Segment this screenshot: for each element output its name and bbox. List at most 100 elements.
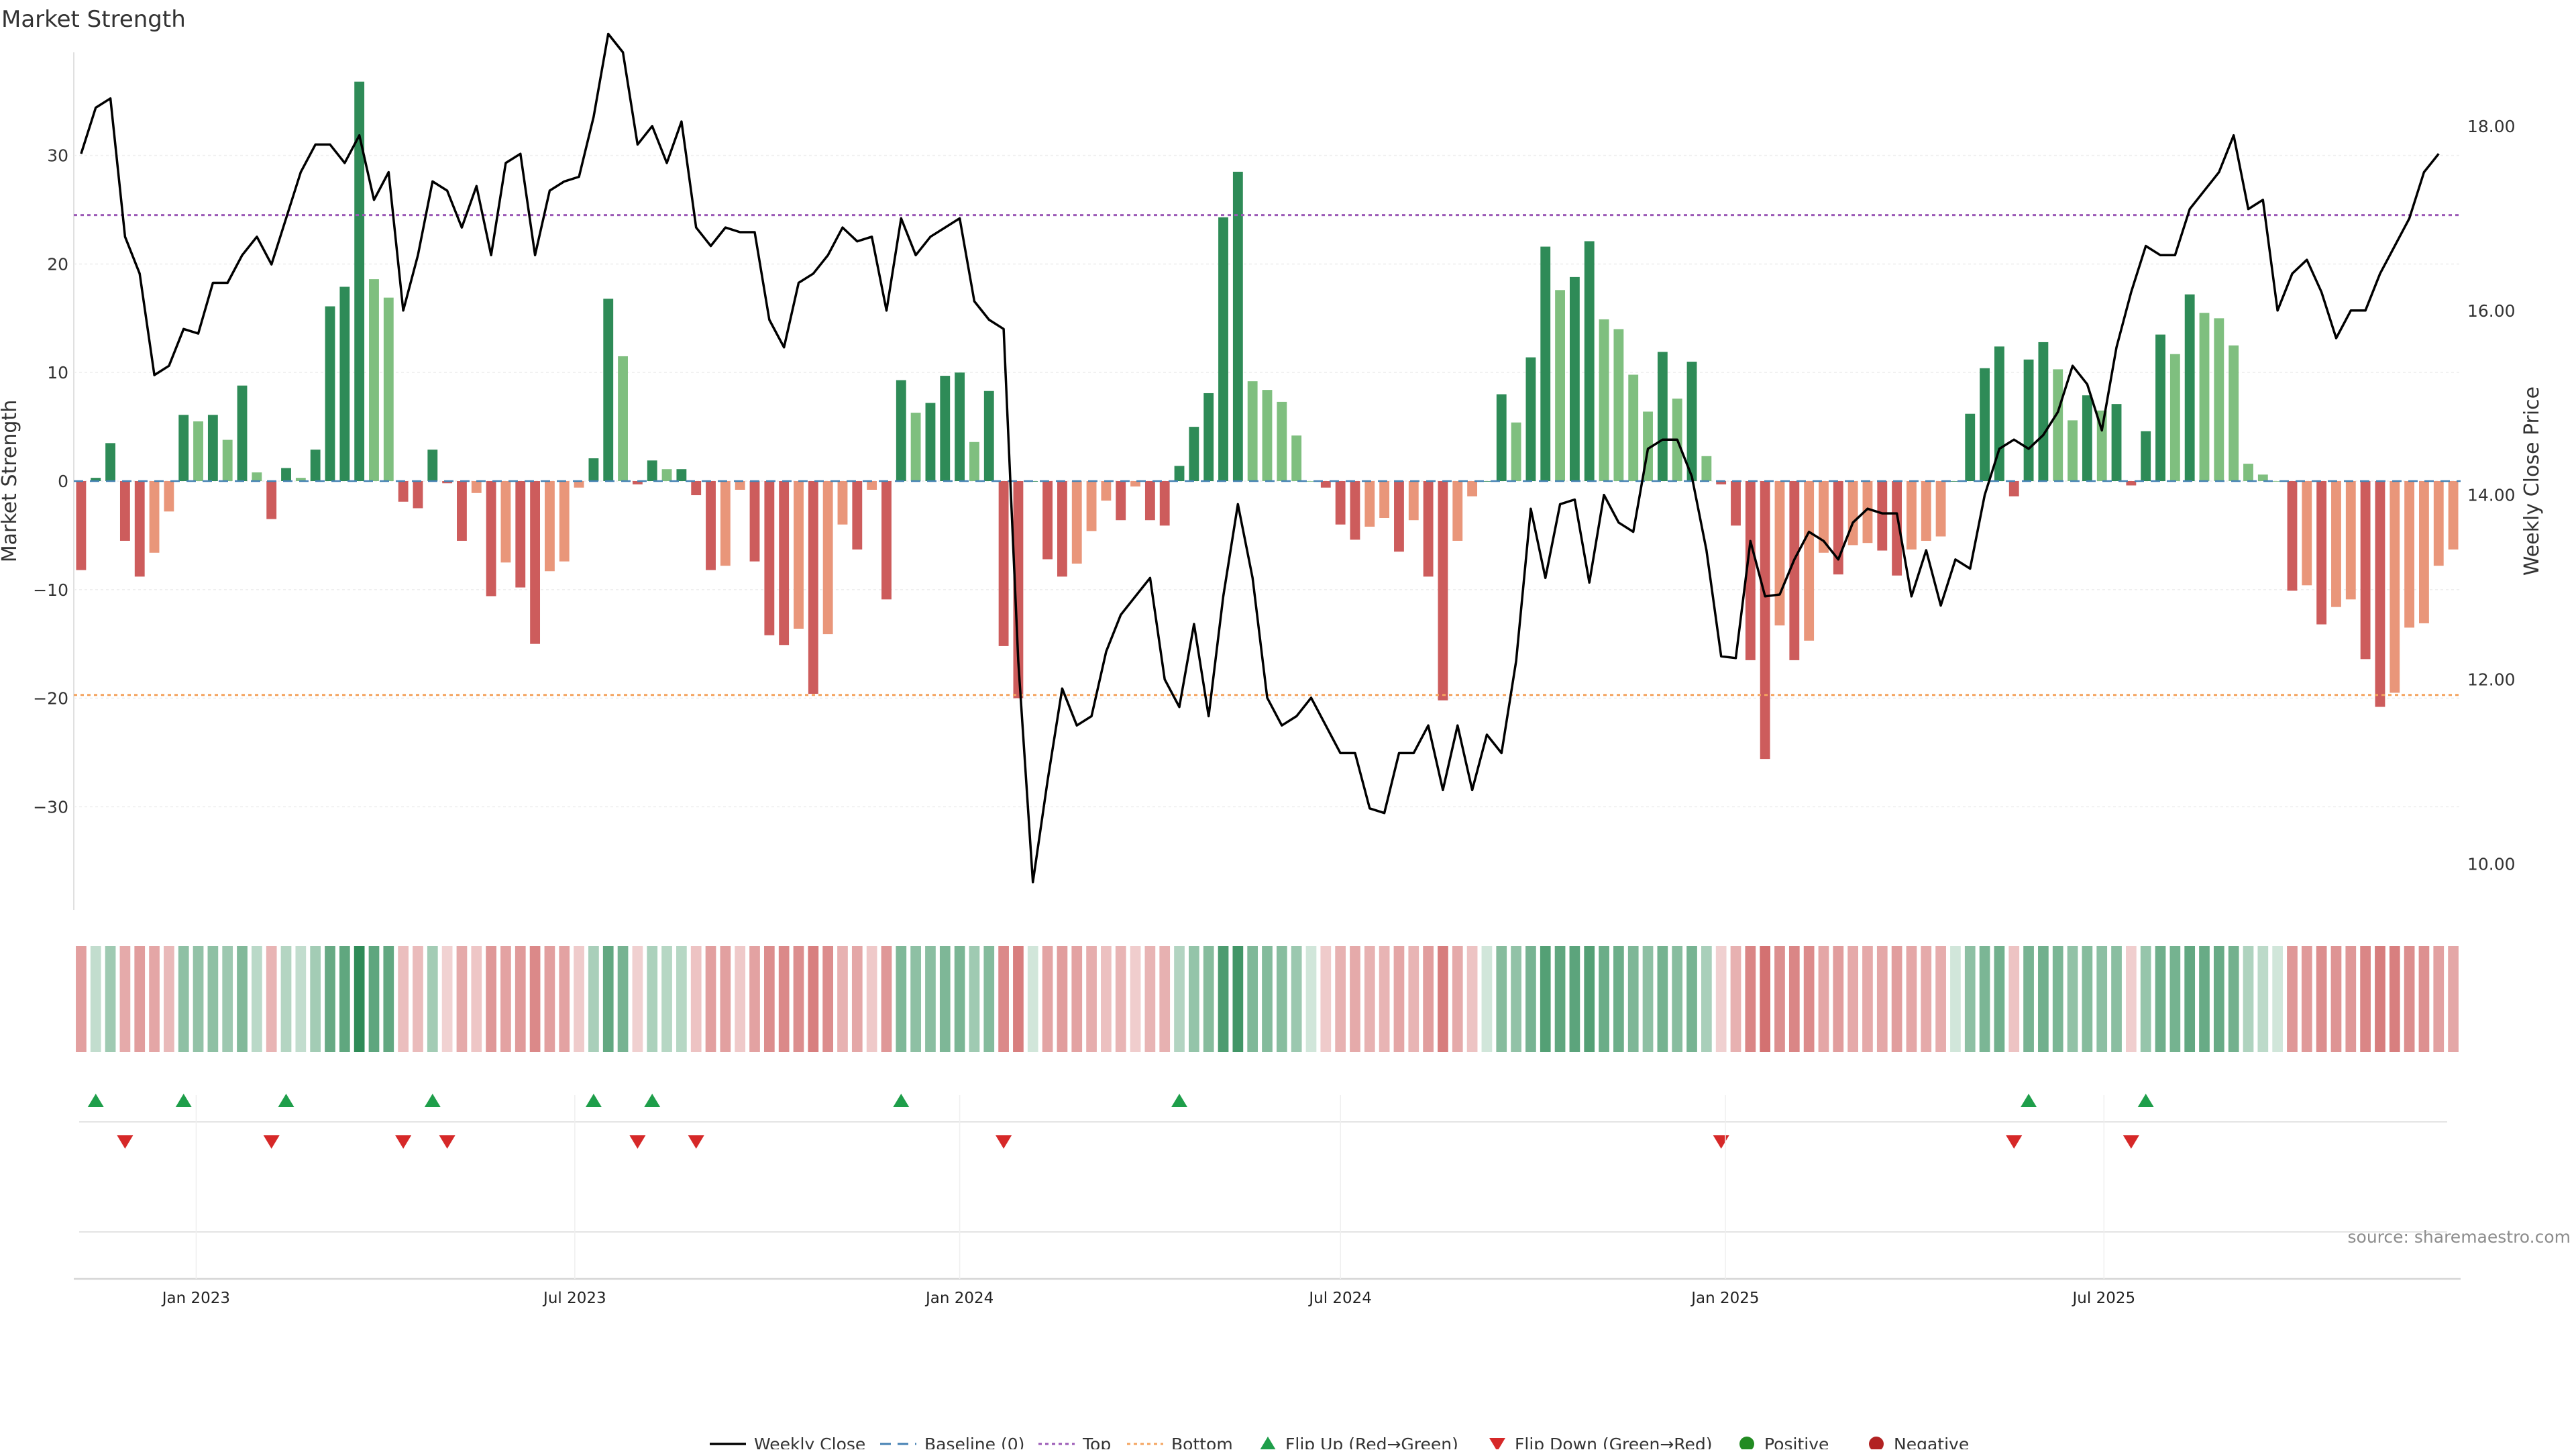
heat-cell — [1276, 946, 1287, 1052]
strength-bar — [1774, 481, 1785, 626]
heat-cell — [1291, 946, 1302, 1052]
heat-cell — [1335, 946, 1346, 1052]
heat-cell — [1218, 946, 1229, 1052]
heat-cell — [676, 946, 687, 1052]
strength-bar — [354, 81, 365, 482]
strength-bar — [1907, 481, 1917, 550]
strength-bar — [105, 443, 115, 481]
strength-bar — [2023, 359, 2034, 481]
heat-cell — [896, 946, 907, 1052]
strength-bar — [2141, 431, 2151, 481]
strength-bar — [1525, 357, 1536, 481]
heat-cell — [105, 946, 116, 1052]
heat-cell — [1393, 946, 1405, 1052]
strength-bar — [1731, 481, 1741, 526]
strength-bar — [1950, 481, 1961, 482]
heat-cell — [441, 946, 453, 1052]
heat-cell — [822, 946, 834, 1052]
legend: Weekly Close Baseline (0) Top Bottom Flip Up… — [710, 1435, 1969, 1452]
y-tick-label: 30 — [47, 146, 68, 166]
heat-cell — [398, 946, 409, 1052]
x-tick-label: Jan 2024 — [924, 1290, 994, 1307]
heat-cell — [866, 946, 877, 1052]
heat-cell — [1086, 946, 1097, 1052]
strength-bar — [1482, 481, 1492, 482]
strength-bar — [1306, 481, 1316, 482]
heat-cell — [1203, 946, 1214, 1052]
strength-bar — [1877, 481, 1888, 551]
heat-cell — [1027, 946, 1038, 1052]
legend-label: Positive — [1764, 1435, 1829, 1449]
heat-cell — [251, 946, 262, 1052]
strength-bar — [544, 481, 555, 572]
y-tick-label: 10 — [47, 363, 68, 382]
strength-bar — [281, 468, 291, 481]
legend-label: Flip Up (Red→Green) — [1285, 1435, 1458, 1449]
heat-cell — [1511, 946, 1521, 1052]
strength-bar — [2184, 294, 2195, 481]
strength-bar — [1760, 481, 1770, 760]
heat-cell — [2404, 946, 2415, 1052]
strength-bar — [1467, 481, 1478, 497]
x-axis: Jan 2023 Jul 2023 Jan 2024 Jul 2024 Jan 2025… — [74, 1095, 2461, 1307]
strength-bar — [647, 460, 657, 481]
heat-cell — [178, 946, 189, 1052]
heat-cell — [280, 946, 292, 1052]
strength-bar — [1218, 217, 1228, 481]
strength-bar — [1013, 481, 1024, 698]
heat-cell — [1964, 946, 1976, 1052]
heat-cell — [2096, 946, 2108, 1052]
heat-cell — [354, 946, 365, 1052]
heat-cell — [456, 946, 468, 1052]
strength-bar — [852, 481, 863, 550]
strength-bar — [1745, 481, 1756, 660]
strength-bar — [1042, 481, 1053, 560]
strength-bar — [339, 287, 350, 481]
strength-bar — [2096, 410, 2107, 481]
heat-cell — [413, 946, 423, 1052]
strength-bar — [1247, 381, 1258, 481]
heat-cell — [1262, 946, 1273, 1052]
heat-cell — [1320, 946, 1332, 1052]
strength-bar — [588, 458, 599, 481]
heat-cell — [939, 946, 951, 1052]
heat-cell — [1438, 946, 1448, 1052]
strength-bar — [998, 481, 1009, 646]
flip-down-marker — [996, 1135, 1012, 1149]
heat-cell — [1745, 946, 1756, 1052]
main-plot: 30 20 10 0 −10 −20 −30 18.00 16.00 14.00 12.00 10.0… — [0, 32, 2544, 910]
heat-cell — [76, 946, 87, 1052]
strength-bar — [2126, 481, 2137, 486]
heat-cell — [1101, 946, 1112, 1052]
heat-cell — [617, 946, 629, 1052]
heat-cell — [1013, 946, 1024, 1052]
strength-bar — [676, 469, 687, 481]
heat-cell — [763, 946, 775, 1052]
heat-cell — [266, 946, 277, 1052]
strength-bar — [1189, 427, 1199, 481]
strength-bar — [1892, 481, 1902, 576]
heat-cell — [559, 946, 570, 1052]
strength-bar — [2243, 464, 2253, 481]
heat-cell — [1071, 946, 1083, 1052]
strength-bar — [1965, 413, 1976, 481]
legend-label: Flip Down (Green→Red) — [1515, 1435, 1713, 1449]
heat-cell — [793, 946, 804, 1052]
strength-bar — [1057, 481, 1067, 577]
strength-bar — [1438, 481, 1448, 701]
strength-bar — [691, 481, 702, 496]
flip-up-marker — [424, 1094, 441, 1107]
heat-cell — [486, 946, 496, 1052]
strength-bar — [735, 481, 745, 490]
strength-bar — [2302, 481, 2312, 586]
strength-bar — [1423, 481, 1434, 577]
flip-up-marker — [175, 1094, 192, 1107]
strength-bar — [2331, 481, 2341, 607]
heat-cell — [1364, 946, 1375, 1052]
flip-up-marker — [2021, 1094, 2037, 1107]
heat-cell — [2272, 946, 2284, 1052]
heat-cell — [1847, 946, 1858, 1052]
strength-bar — [1364, 481, 1375, 527]
legend-label: Top — [1082, 1435, 1111, 1449]
